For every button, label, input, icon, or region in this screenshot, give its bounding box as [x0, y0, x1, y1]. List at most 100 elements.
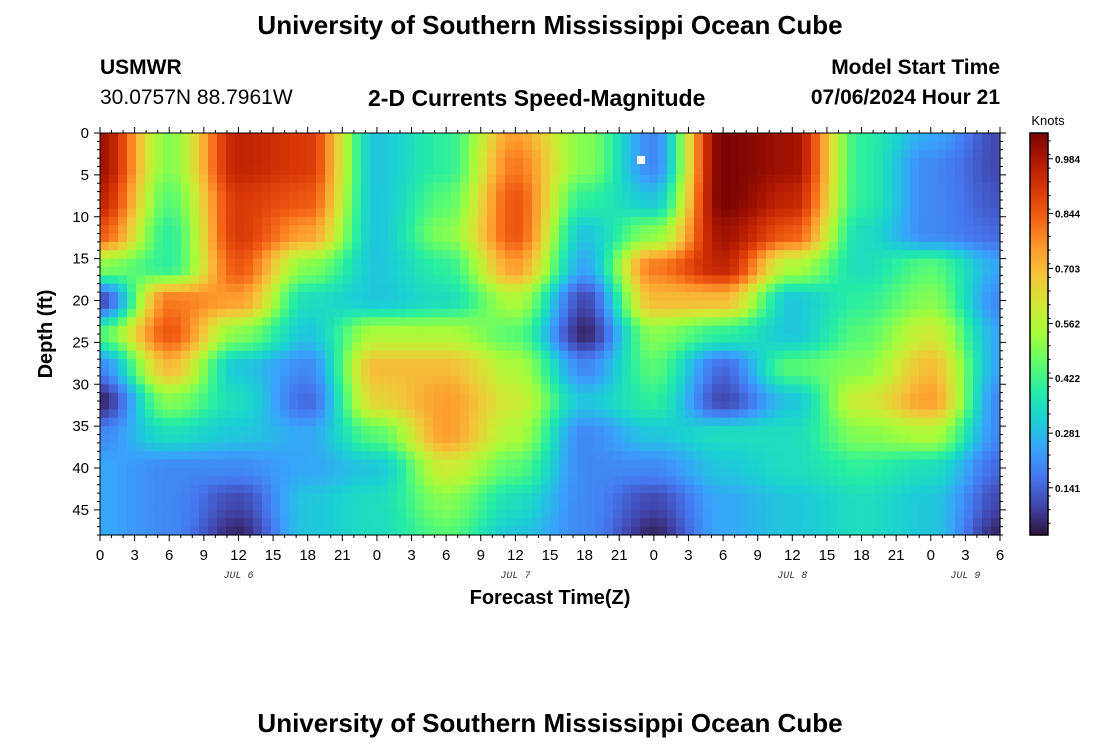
heatmap-cell — [613, 442, 623, 452]
heatmap-cell — [874, 334, 884, 343]
heatmap-cell — [910, 158, 920, 168]
heatmap-cell — [514, 484, 524, 494]
heatmap-cell — [640, 258, 650, 268]
heatmap-cell — [532, 250, 542, 260]
heatmap-cell — [919, 258, 929, 268]
heatmap-cell — [181, 158, 191, 168]
heatmap-cell — [919, 334, 929, 343]
heatmap-cell — [847, 166, 857, 176]
heatmap-cell — [307, 158, 317, 168]
heatmap-cell — [613, 518, 623, 528]
heatmap-cell — [190, 342, 200, 352]
heatmap-cell — [424, 468, 434, 477]
heatmap-cell — [316, 183, 326, 193]
heatmap-cell — [145, 283, 155, 293]
heatmap-cell — [973, 191, 983, 201]
heatmap-cell — [253, 225, 263, 235]
heatmap-cell — [631, 417, 641, 427]
heatmap-cell — [208, 434, 218, 444]
heatmap-cell — [739, 468, 749, 477]
heatmap-cell — [379, 409, 389, 419]
heatmap-cell — [919, 493, 929, 503]
heatmap-cell — [883, 426, 893, 436]
heatmap-cell — [649, 158, 659, 168]
heatmap-cell — [991, 417, 1001, 427]
heatmap-cell — [856, 350, 866, 360]
heatmap-cell — [649, 342, 659, 352]
heatmap-cell — [766, 300, 776, 310]
heatmap-cell — [865, 442, 875, 452]
heatmap-cell — [739, 283, 749, 293]
heatmap-cell — [658, 183, 668, 193]
heatmap-cell — [577, 267, 587, 276]
heatmap-cell — [217, 258, 227, 268]
heatmap-cell — [838, 426, 848, 436]
heatmap-cell — [568, 267, 578, 276]
heatmap-cell — [397, 493, 407, 503]
heatmap-cell — [973, 518, 983, 528]
heatmap-cell — [829, 409, 839, 419]
heatmap-cell — [820, 275, 830, 285]
heatmap-cell — [775, 158, 785, 168]
heatmap-cell — [568, 275, 578, 285]
heatmap-cell — [496, 334, 506, 343]
heatmap-cell — [316, 141, 326, 151]
heatmap-cell — [586, 342, 596, 352]
heatmap-cell — [883, 183, 893, 193]
heatmap-cell — [937, 250, 947, 260]
heatmap-cell — [937, 334, 947, 343]
heatmap-cell — [217, 392, 227, 402]
heatmap-cell — [955, 216, 965, 226]
heatmap-cell — [190, 493, 200, 503]
heatmap-cell — [802, 275, 812, 285]
heatmap-cell — [622, 434, 632, 444]
heatmap-cell — [919, 501, 929, 511]
heatmap-cell — [874, 174, 884, 184]
heatmap-cell — [775, 401, 785, 410]
heatmap-cell — [793, 325, 803, 335]
heatmap-cell — [748, 350, 758, 360]
heatmap-cell — [244, 225, 254, 235]
heatmap-cell — [235, 292, 245, 302]
heatmap-cell — [667, 375, 677, 385]
heatmap-cell — [622, 300, 632, 310]
heatmap-cell — [100, 133, 110, 142]
heatmap-cell — [622, 484, 632, 494]
heatmap-cell — [730, 375, 740, 385]
heatmap-cell — [703, 241, 713, 251]
heatmap-cell — [478, 149, 488, 159]
heatmap-cell — [226, 501, 236, 511]
heatmap-cell — [226, 367, 236, 377]
heatmap-cell — [775, 308, 785, 318]
heatmap-cell — [451, 451, 461, 461]
heatmap-cell — [901, 468, 911, 477]
heatmap-cell — [334, 484, 344, 494]
heatmap-cell — [532, 275, 542, 285]
heatmap-cell — [586, 325, 596, 335]
heatmap-cell — [433, 501, 443, 511]
heatmap-cell — [226, 392, 236, 402]
heatmap-cell — [208, 426, 218, 436]
heatmap-cell — [577, 208, 587, 218]
heatmap-cell — [658, 325, 668, 335]
heatmap-cell — [397, 350, 407, 360]
heatmap-cell — [757, 174, 767, 184]
heatmap-cell — [955, 166, 965, 176]
heatmap-cell — [406, 359, 416, 369]
heatmap-cell — [145, 300, 155, 310]
heatmap-cell — [739, 250, 749, 260]
heatmap-cell — [172, 476, 182, 486]
heatmap-cell — [262, 258, 272, 268]
heatmap-cell — [937, 451, 947, 461]
heatmap-cell — [379, 484, 389, 494]
heatmap-cell — [667, 317, 677, 327]
heatmap-cell — [532, 158, 542, 168]
heatmap-cell — [505, 468, 515, 477]
heatmap-cell — [298, 451, 308, 461]
heatmap-cell — [541, 191, 551, 201]
heatmap-cell — [496, 392, 506, 402]
heatmap-cell — [793, 384, 803, 394]
heatmap-cell — [487, 518, 497, 528]
heatmap-cell — [595, 208, 605, 218]
heatmap-cell — [703, 359, 713, 369]
